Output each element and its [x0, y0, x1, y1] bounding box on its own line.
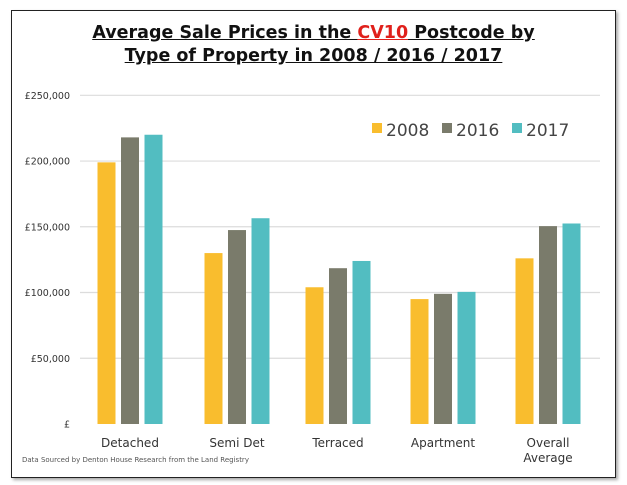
y-tick-label: £ [64, 420, 70, 431]
bar-2016 [121, 137, 139, 424]
y-tick-label: £50,000 [31, 354, 70, 365]
bar-2017 [352, 260, 371, 424]
legend-label: 2008 [386, 121, 429, 141]
legend-swatch-2017 [512, 123, 522, 133]
title-text-end: Postcode by [408, 23, 535, 43]
title-text: Average Sale Prices in the [92, 23, 358, 43]
x-tick-label: Overall [527, 436, 570, 450]
title-postcode: CV10 [357, 23, 409, 43]
bar-2008 [97, 162, 116, 424]
x-tick-label: Semi Det [209, 436, 264, 450]
bar-2008 [305, 287, 324, 424]
y-tick-label: £200,000 [25, 157, 70, 168]
x-tick-label: Terraced [311, 436, 363, 450]
bar-2017 [144, 134, 163, 424]
y-tick-label: £100,000 [25, 288, 70, 299]
bar-2016 [329, 268, 347, 424]
bar-2017 [457, 291, 476, 424]
bar-2016 [539, 226, 557, 424]
bar-2017 [251, 218, 270, 424]
bar-2016 [434, 293, 452, 424]
title-line-2: Type of Property in 2008 / 2016 / 2017 [124, 46, 503, 66]
x-tick-label: Apartment [411, 436, 475, 450]
x-tick-label: Detached [101, 436, 159, 450]
legend-swatch-2008 [372, 123, 382, 133]
legend-label: 2016 [456, 121, 499, 141]
bar-2017 [562, 223, 581, 424]
bar-2008 [204, 253, 223, 424]
chart-title: Average Sale Prices in the CV10 Postcode… [0, 22, 627, 68]
legend-label: 2017 [526, 121, 569, 141]
bar-2008 [515, 258, 534, 424]
legend-swatch-2016 [442, 123, 452, 133]
x-tick-label: Average [523, 451, 572, 465]
bar-2008 [410, 299, 429, 424]
y-tick-label: £250,000 [25, 91, 70, 102]
source-note: Data Sourced by Denton House Research fr… [22, 456, 249, 464]
y-tick-label: £150,000 [25, 222, 70, 233]
bar-2016 [228, 230, 246, 424]
